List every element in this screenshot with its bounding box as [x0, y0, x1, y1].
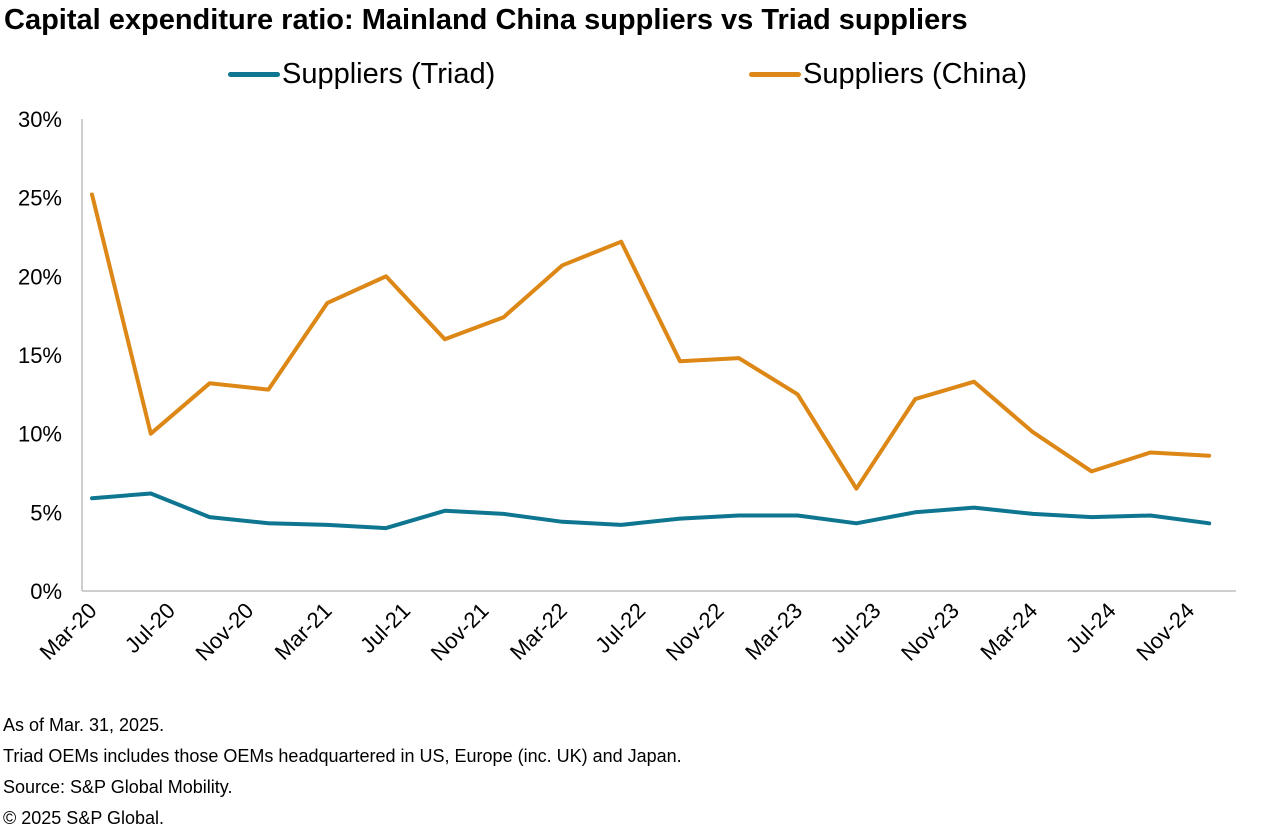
y-axis-ticks: 0% 5% 10% 15% 20% 25% 30% [18, 107, 62, 604]
legend-swatch-china [749, 72, 801, 77]
x-tick-label: Mar-21 [270, 598, 337, 665]
x-tick-label: Jul-22 [590, 598, 650, 658]
x-tick-label: Mar-23 [740, 598, 807, 665]
x-tick-label: Nov-23 [896, 598, 964, 666]
note-triad-definition: Triad OEMs includes those OEMs headquart… [3, 746, 682, 766]
y-tick-label: 5% [30, 500, 62, 525]
y-tick-label: 15% [18, 343, 62, 368]
note-as-of: As of Mar. 31, 2025. [3, 715, 165, 735]
x-tick-label: Nov-21 [426, 598, 494, 666]
y-tick-label: 30% [18, 107, 62, 132]
x-tick-label: Mar-20 [35, 598, 102, 665]
legend-swatch-triad [228, 72, 280, 77]
x-tick-label: Jul-21 [355, 598, 415, 658]
series-line-china [90, 192, 1212, 491]
legend-label-triad: Suppliers (Triad) [282, 58, 496, 90]
x-tick-label: Jul-20 [120, 598, 180, 658]
series-lines [90, 192, 1212, 531]
chart-title: Capital expenditure ratio: Mainland Chin… [4, 4, 968, 36]
line-chart: 0%5%10%15%20%25%30% Mar-20 Jul-20 Nov-20 Ma… [18, 107, 1236, 666]
y-tick-label: 10% [18, 422, 62, 447]
y-tick-label: 20% [18, 264, 62, 289]
note-source: Source: S&P Global Mobility. [3, 777, 233, 797]
x-axis-ticks: Mar-20 Jul-20 Nov-20 Mar-21 Jul-21 Nov-21 Mar-… [35, 598, 1200, 666]
legend: Suppliers (Triad) Suppliers (China) [0, 58, 1280, 98]
note-copyright: © 2025 S&P Global. [3, 808, 165, 828]
legend-item-china: Suppliers (China) [749, 58, 1027, 91]
x-tick-label: Nov-24 [1131, 598, 1199, 666]
x-tick-label: Nov-22 [661, 598, 729, 666]
y-tick-label: 25% [18, 186, 62, 211]
x-tick-label: Jul-24 [1061, 598, 1121, 658]
y-tick-label: 0% [30, 579, 62, 604]
legend-label-china: Suppliers (China) [803, 58, 1028, 90]
x-tick-label: Mar-24 [975, 598, 1042, 665]
x-tick-label: Jul-23 [825, 598, 885, 658]
x-tick-label: Mar-22 [505, 598, 572, 665]
series-line-triad [90, 491, 1212, 531]
x-tick-label: Nov-20 [191, 598, 259, 666]
footnotes: As of Mar. 31, 2025. Triad OEMs includes… [3, 710, 682, 834]
legend-item-triad: Suppliers (Triad) [228, 58, 495, 91]
